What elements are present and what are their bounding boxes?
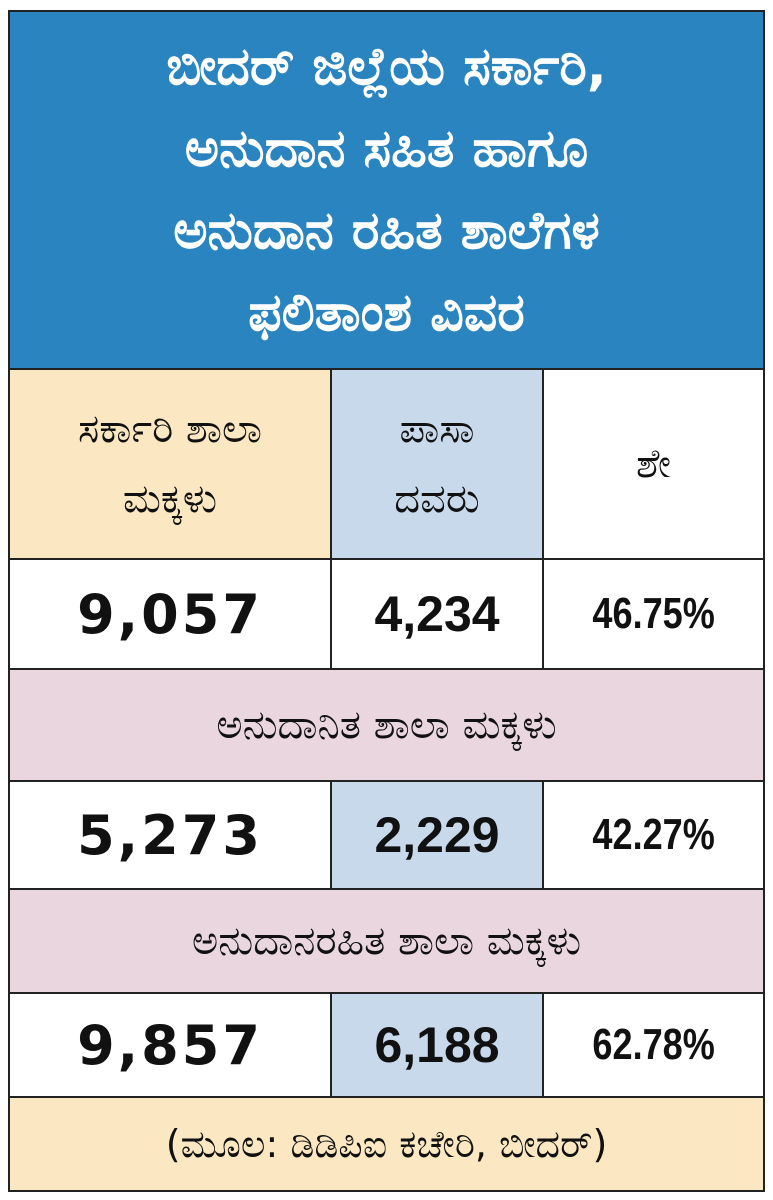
- section-unaided: ಅನುದಾನರಹಿತ ಶಾಲಾ ಮಕ್ಕಳು: [10, 888, 763, 992]
- section-aided-label: ಅನುದಾನಿತ ಶಾಲಾ ಮಕ್ಕಳು: [216, 702, 557, 748]
- unaided-percent: 62.78%: [544, 994, 763, 1096]
- header-passed-line-1: ಪಾಸಾ: [399, 406, 475, 452]
- source-note-text: (ಮೂಲ: ಡಿಡಿಪಿಐ ಕಚೇರಿ, ಬೀದರ್): [165, 1121, 608, 1166]
- government-passed-value: 4,234: [374, 586, 500, 642]
- header-percent: ಶೇ: [544, 370, 763, 558]
- government-percent: 46.75%: [544, 560, 763, 668]
- table-header-row: ಸರ್ಕಾರಿ ಶಾಲಾ ಮಕ್ಕಳು ಪಾಸಾ ದವರು ಶೇ: [10, 368, 763, 558]
- title-line-3: ಅನುದಾನ ರಹಿತ ಶಾಲೆಗಳ: [173, 201, 600, 261]
- header-total-line-1: ಸರ್ಕಾರಿ ಶಾಲಾ: [78, 406, 262, 452]
- title-line-1: ಬೀದರ್ ಜಿಲ್ಲೆಯ ಸರ್ಕಾರಿ,: [166, 37, 607, 97]
- government-total-value: 9,057: [77, 582, 263, 646]
- aided-passed-value: 2,229: [374, 807, 500, 863]
- government-passed: 4,234: [332, 560, 544, 668]
- unaided-total: 9,857: [10, 994, 332, 1096]
- section-aided: ಅನುದಾನಿತ ಶಾಲಾ ಮಕ್ಕಳು: [10, 668, 763, 780]
- table-row-aided: 5,273 2,229 42.27%: [10, 780, 763, 888]
- unaided-total-value: 9,857: [77, 1013, 263, 1077]
- unaided-percent-value: 62.78%: [592, 1020, 715, 1069]
- card-title: ಬೀದರ್ ಜಿಲ್ಲೆಯ ಸರ್ಕಾರಿ, ಅನುದಾನ ಸಹಿತ ಹಾಗೂ …: [10, 12, 763, 368]
- title-line-4: ಫಲಿತಾಂಶ ವಿವರ: [248, 283, 525, 343]
- aided-total: 5,273: [10, 782, 332, 888]
- header-passed: ಪಾಸಾ ದವರು: [332, 370, 544, 558]
- header-passed-line-2: ದವರು: [394, 476, 480, 522]
- aided-total-value: 5,273: [77, 803, 263, 867]
- unaided-passed: 6,188: [332, 994, 544, 1096]
- aided-passed: 2,229: [332, 782, 544, 888]
- unaided-passed-value: 6,188: [374, 1017, 500, 1073]
- table-row-unaided: 9,857 6,188 62.78%: [10, 992, 763, 1096]
- table-row-government: 9,057 4,234 46.75%: [10, 558, 763, 668]
- header-total-students: ಸರ್ಕಾರಿ ಶಾಲಾ ಮಕ್ಕಳು: [10, 370, 332, 558]
- aided-percent-value: 42.27%: [592, 810, 715, 859]
- government-percent-value: 46.75%: [592, 589, 715, 638]
- header-total-line-2: ಮಕ್ಕಳು: [122, 476, 218, 522]
- government-total: 9,057: [10, 560, 332, 668]
- results-card: ಬೀದರ್ ಜಿಲ್ಲೆಯ ಸರ್ಕಾರಿ, ಅನುದಾನ ಸಹಿತ ಹಾಗೂ …: [8, 10, 765, 1192]
- aided-percent: 42.27%: [544, 782, 763, 888]
- header-percent-label: ಶೇ: [635, 441, 672, 487]
- title-line-2: ಅನುದಾನ ಸಹಿತ ಹಾಗೂ: [184, 119, 589, 179]
- section-unaided-label: ಅನುದಾನರಹಿತ ಶಾಲಾ ಮಕ್ಕಳು: [191, 918, 582, 964]
- source-note: (ಮೂಲ: ಡಿಡಿಪಿಐ ಕಚೇರಿ, ಬೀದರ್): [10, 1096, 763, 1190]
